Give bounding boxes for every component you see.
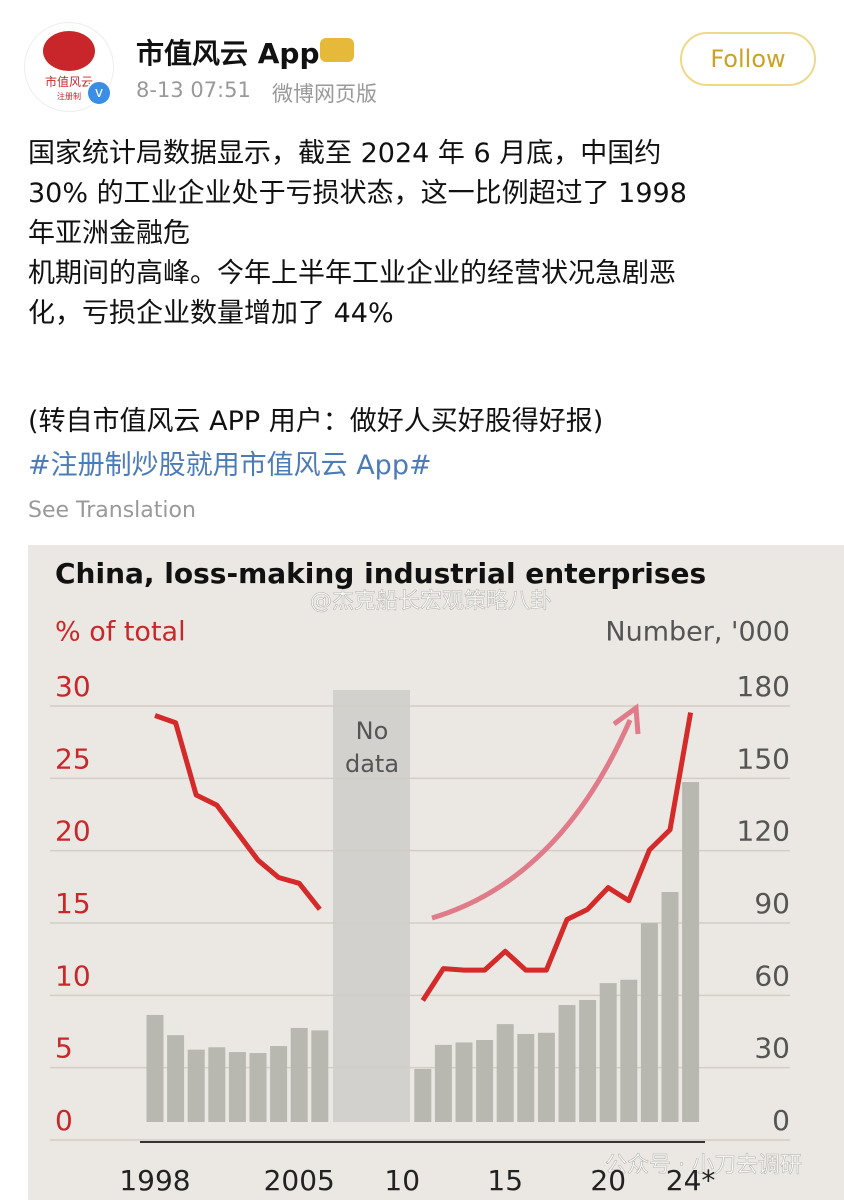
y2-axis-label: Number, '000 (605, 617, 790, 648)
y2-tick-label: 0 (772, 1104, 790, 1137)
y2-tick-label: 90 (754, 887, 790, 920)
repost-note: (转自市值风云 APP 用户：做好人买好股得好报) (28, 406, 604, 437)
x-tick-label: 10 (384, 1164, 420, 1197)
body-line: 化，亏损企业数量增加了 44% (28, 298, 394, 329)
annotation: No (356, 717, 389, 745)
avatar-text: 市值风云 (44, 75, 93, 89)
bar (558, 1005, 576, 1122)
body-line: 国家统计局数据显示，截至 2024 年 6 月底，中国约 (28, 138, 662, 169)
x-tick-label: 2005 (264, 1164, 335, 1197)
bar (599, 983, 617, 1122)
bar (579, 999, 597, 1122)
bar (249, 1053, 267, 1122)
bar (414, 1068, 432, 1122)
bar (228, 1052, 246, 1122)
line (420, 712, 694, 1002)
y-tick-label: 10 (55, 959, 91, 992)
chart-plot: China, loss-making industrial enterprise… (28, 545, 844, 1200)
bar (517, 1033, 535, 1122)
bar (167, 1035, 185, 1122)
y2-tick-label: 180 (737, 670, 790, 703)
y-axis-label: % of total (55, 617, 186, 648)
bar (620, 979, 638, 1122)
bar (311, 1030, 329, 1122)
post-body: 国家统计局数据显示，截至 2024 年 6 月底，中国约 30% 的工业企业处于亏… (28, 134, 687, 334)
bar (537, 1032, 555, 1122)
body-line: 机期间的高峰。今年上半年工业企业的经营状况急剧恶 (28, 258, 676, 289)
hashtag[interactable]: #注册制炒股就用市值风云 App# (28, 450, 432, 481)
post-time: 8-13 07:51 (136, 78, 251, 102)
bar (187, 1049, 205, 1122)
line (154, 713, 322, 911)
bar (208, 1047, 226, 1122)
x-tick-label: 20 (590, 1164, 626, 1197)
avatar[interactable]: 市值风云 注册制 (24, 22, 114, 112)
bar (661, 891, 679, 1122)
y2-tick-label: 150 (737, 742, 790, 775)
follow-button[interactable]: Follow (680, 32, 816, 86)
author-name[interactable]: 市值风云 App (136, 37, 320, 70)
x-tick-label: 15 (487, 1164, 523, 1197)
x-tick-label: 24* (666, 1164, 716, 1197)
post-source: 微博网页版 (272, 82, 377, 106)
verified-badge: v (86, 80, 112, 106)
bar (270, 1046, 288, 1122)
watermark: @杰克船长宏观策略八卦 (310, 589, 552, 614)
x-tick-label: 1998 (119, 1164, 190, 1197)
bar (146, 1014, 164, 1122)
no-data-region (333, 690, 410, 1122)
crown-icon (320, 38, 354, 62)
y-tick-label: 15 (55, 887, 91, 920)
trend-arrow-head (612, 703, 641, 735)
y2-tick-label: 60 (754, 959, 790, 992)
y-tick-label: 30 (55, 670, 91, 703)
y2-tick-label: 30 (754, 1032, 790, 1065)
bar (682, 782, 700, 1122)
chart: China, loss-making industrial enterprise… (28, 545, 844, 1200)
bar (640, 923, 658, 1122)
y-tick-label: 5 (55, 1032, 73, 1065)
avatar-sub: 注册制 (57, 92, 81, 101)
body-line: 年亚洲金融危 (28, 218, 190, 249)
body-line: 30% 的工业企业处于亏损状态，这一比例超过了 1998 (28, 178, 687, 209)
y-tick-label: 0 (55, 1104, 73, 1137)
bar (455, 1042, 473, 1122)
y-tick-label: 20 (55, 815, 91, 848)
bar (434, 1044, 452, 1122)
watermark: 公众号 · 小刀去调研 (605, 1153, 802, 1178)
chart-title: China, loss-making industrial enterprise… (55, 557, 706, 590)
y-tick-label: 25 (55, 742, 91, 775)
annotation: data (345, 750, 399, 778)
bar (496, 1024, 514, 1122)
avatar-logo (43, 31, 95, 71)
see-translation[interactable]: See Translation (28, 498, 196, 523)
bar (290, 1027, 308, 1122)
y2-tick-label: 120 (737, 815, 790, 848)
trend-arrow (431, 718, 633, 921)
bar (476, 1040, 494, 1122)
